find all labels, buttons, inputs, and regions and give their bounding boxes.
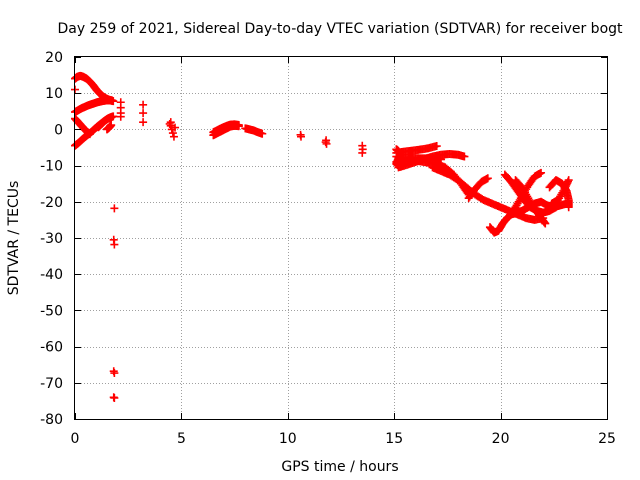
x-tick-label: 20: [492, 431, 510, 447]
x-tick-label: 5: [177, 431, 186, 447]
y-tick-label: -50: [40, 303, 63, 319]
y-axis-label: SDTVAR / TECUs: [6, 181, 22, 296]
data-point: [110, 204, 119, 213]
x-tick-label: 10: [279, 431, 297, 447]
data-point: [322, 139, 331, 148]
plot-markers: [71, 71, 573, 403]
data-point: [321, 138, 330, 147]
data-point: [234, 122, 243, 131]
data-point: [166, 121, 175, 130]
data-point: [432, 142, 441, 151]
y-tick-label: 0: [54, 122, 63, 138]
data-point: [107, 121, 116, 130]
data-point: [168, 129, 177, 138]
data-point: [358, 148, 367, 157]
data-point: [139, 100, 148, 109]
data-point: [483, 174, 492, 183]
y-tick-label: -10: [40, 159, 63, 175]
x-tick-label: 15: [385, 431, 403, 447]
data-point: [460, 152, 469, 161]
data-point: [139, 109, 148, 118]
data-point: [109, 97, 118, 106]
y-tick-label: -60: [40, 340, 63, 356]
x-tick-labels: 0 5 10 15 20 25: [71, 431, 616, 447]
y-tick-label: 20: [45, 50, 63, 66]
data-point: [110, 369, 119, 378]
y-tick-labels: 20 10 0 -10 -20 -30 -40 -50 -60 -70 -80: [40, 50, 63, 428]
data-point: [296, 132, 305, 141]
data-point: [258, 129, 267, 138]
data-point: [165, 119, 174, 128]
x-tick-label: 25: [598, 431, 616, 447]
x-axis-label: GPS time / hours: [281, 459, 398, 475]
grid-lines: [75, 57, 607, 419]
y-tick-label: -80: [40, 412, 63, 428]
data-point: [169, 132, 178, 141]
data-point: [394, 161, 403, 170]
data-point: [139, 118, 148, 127]
data-point: [541, 219, 550, 228]
y-tick-label: -20: [40, 195, 63, 211]
y-tick-label: -30: [40, 231, 63, 247]
data-point: [537, 168, 546, 177]
chart-title: Day 259 of 2021, Sidereal Day-to-day VTE…: [57, 21, 623, 37]
y-tick-label: -40: [40, 267, 63, 283]
axis-ticks: [75, 57, 608, 420]
data-point: [564, 176, 573, 185]
data-point: [116, 112, 125, 121]
data-point: [110, 240, 119, 249]
y-tick-label: 10: [45, 86, 63, 102]
x-tick-label: 0: [71, 431, 80, 447]
y-tick-label: -70: [40, 376, 63, 392]
data-point: [110, 394, 119, 403]
data-point: [564, 203, 573, 212]
data-point: [171, 123, 180, 132]
plot-frame: [74, 56, 608, 420]
data-point: [107, 113, 116, 122]
